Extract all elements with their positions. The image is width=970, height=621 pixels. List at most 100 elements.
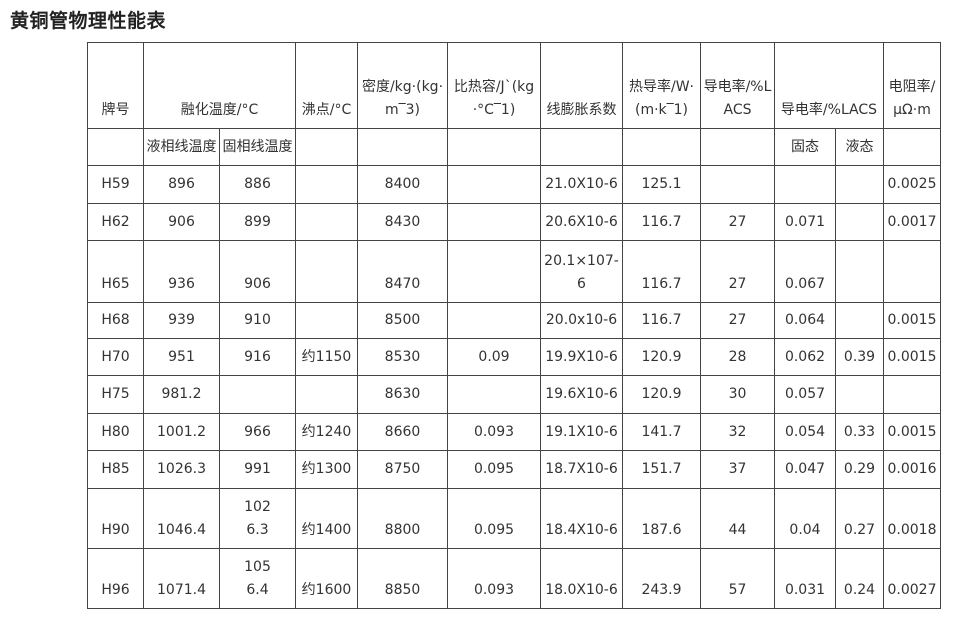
table-cell: 120.9 bbox=[622, 375, 701, 414]
table-row: H80 1001.2 966 约1240 8660 0.093 19.1X10-6 141.7… bbox=[87, 413, 941, 451]
table-cell: 8850 bbox=[357, 548, 448, 609]
table-cell: 19.6X10-6 bbox=[540, 375, 623, 414]
subheader-row: 液相线温度 固相线温度 固态 液态 bbox=[87, 128, 941, 166]
table-cell: 44 bbox=[700, 488, 775, 549]
table-cell: 18.4X10-6 bbox=[540, 488, 623, 549]
table-cell bbox=[295, 375, 358, 414]
table-cell bbox=[295, 165, 358, 204]
table-cell: 27 bbox=[700, 203, 775, 241]
table-cell: 1026.3 bbox=[219, 488, 296, 549]
table-cell: 125.1 bbox=[622, 165, 701, 204]
table-cell: 151.7 bbox=[622, 450, 701, 489]
table-cell: 141.7 bbox=[622, 413, 701, 451]
table-cell: 8400 bbox=[357, 165, 448, 204]
page-title: 黄铜管物理性能表 bbox=[10, 10, 167, 32]
subheader-cell bbox=[295, 128, 358, 166]
table-row: H75 981.2 8630 19.6X10-6 120.9 30 0.057 bbox=[87, 375, 941, 414]
subheader-cell bbox=[87, 128, 144, 166]
table-cell: 120.9 bbox=[622, 338, 701, 376]
table-cell bbox=[835, 203, 884, 241]
table-cell: 187.6 bbox=[622, 488, 701, 549]
table-cell bbox=[447, 375, 541, 414]
subheader-cell: 液态 bbox=[835, 128, 884, 166]
table-cell: 916 bbox=[219, 338, 296, 376]
table-cell: 约1240 bbox=[295, 413, 358, 451]
table-row: H96 1071.4 1056.4 约1600 8850 0.093 18.0X10-6 24… bbox=[87, 548, 941, 609]
table-cell: 0.071 bbox=[774, 203, 836, 241]
table-cell: 899 bbox=[219, 203, 296, 241]
table-cell: 0.27 bbox=[835, 488, 884, 549]
table-cell: 约1150 bbox=[295, 338, 358, 376]
table-cell: 28 bbox=[700, 338, 775, 376]
subheader-cell bbox=[622, 128, 701, 166]
table-cell: 1056.4 bbox=[219, 548, 296, 609]
table-cell: 981.2 bbox=[143, 375, 220, 414]
table-cell: 0.0015 bbox=[883, 302, 941, 339]
table-cell: 27 bbox=[700, 302, 775, 339]
table-cell bbox=[835, 240, 884, 303]
table-cell: 0.095 bbox=[447, 450, 541, 489]
subheader-cell bbox=[540, 128, 623, 166]
table-cell: 910 bbox=[219, 302, 296, 339]
table-cell: 0.39 bbox=[835, 338, 884, 376]
table-row: H68 939 910 8500 20.0x10-6 116.7 27 0.064 0.0015 bbox=[87, 302, 941, 339]
subheader-cell: 固态 bbox=[774, 128, 836, 166]
table-cell: 0.054 bbox=[774, 413, 836, 451]
header-cell: 热导率/W·(m·k‾1) bbox=[622, 42, 701, 129]
table-cell: 约1300 bbox=[295, 450, 358, 489]
table-cell: H90 bbox=[87, 488, 144, 549]
table-cell bbox=[883, 375, 941, 414]
table-cell bbox=[835, 302, 884, 339]
table-cell: 8630 bbox=[357, 375, 448, 414]
table-cell: H68 bbox=[87, 302, 144, 339]
table-cell bbox=[295, 302, 358, 339]
table-cell: 8470 bbox=[357, 240, 448, 303]
table-cell: 32 bbox=[700, 413, 775, 451]
table-cell bbox=[447, 203, 541, 241]
header-cell: 融化温度/°C bbox=[143, 42, 296, 129]
table-cell: 0.0018 bbox=[883, 488, 941, 549]
table-cell bbox=[447, 165, 541, 204]
table-cell: 116.7 bbox=[622, 240, 701, 303]
table-cell bbox=[295, 203, 358, 241]
table-cell: 1046.4 bbox=[143, 488, 220, 549]
table-cell: 116.7 bbox=[622, 302, 701, 339]
table-cell: 19.1X10-6 bbox=[540, 413, 623, 451]
table-cell: 0.093 bbox=[447, 413, 541, 451]
table-cell: 约1400 bbox=[295, 488, 358, 549]
table-cell: 0.057 bbox=[774, 375, 836, 414]
table-cell: 8800 bbox=[357, 488, 448, 549]
table-cell bbox=[835, 375, 884, 414]
table-cell: H75 bbox=[87, 375, 144, 414]
brass-tube-properties-table: 牌号 融化温度/°C 沸点/°C 密度/kg·(kg·m‾3) 比热容/J`(kg·°C… bbox=[87, 42, 941, 609]
table-cell: 0.29 bbox=[835, 450, 884, 489]
table-cell: 0.095 bbox=[447, 488, 541, 549]
table-cell: 8660 bbox=[357, 413, 448, 451]
table-cell: 0.24 bbox=[835, 548, 884, 609]
subheader-cell bbox=[883, 128, 941, 166]
table-cell: 19.9X10-6 bbox=[540, 338, 623, 376]
table-row: H70 951 916 约1150 8530 0.09 19.9X10-6 120.9 28 0.… bbox=[87, 338, 941, 376]
table-cell: 0.031 bbox=[774, 548, 836, 609]
table-cell: H59 bbox=[87, 165, 144, 204]
table-cell: 0.09 bbox=[447, 338, 541, 376]
table-cell: 0.0015 bbox=[883, 413, 941, 451]
subheader-cell: 液相线温度 bbox=[143, 128, 220, 166]
table-row: H65 936 906 8470 20.1×107-6 116.7 27 0.067 bbox=[87, 240, 941, 303]
header-cell: 沸点/°C bbox=[295, 42, 358, 129]
header-cell: 电阻率/μΩ·m bbox=[883, 42, 941, 129]
table-cell: 906 bbox=[143, 203, 220, 241]
table-cell: 30 bbox=[700, 375, 775, 414]
table-cell: 896 bbox=[143, 165, 220, 204]
table-cell: 18.7X10-6 bbox=[540, 450, 623, 489]
table-cell bbox=[295, 240, 358, 303]
table-cell: 939 bbox=[143, 302, 220, 339]
table-cell: 8430 bbox=[357, 203, 448, 241]
table-cell: 27 bbox=[700, 240, 775, 303]
table-cell bbox=[774, 165, 836, 204]
table-cell: 20.0x10-6 bbox=[540, 302, 623, 339]
table-cell: 0.0027 bbox=[883, 548, 941, 609]
table-cell: 966 bbox=[219, 413, 296, 451]
table-cell: 0.062 bbox=[774, 338, 836, 376]
subheader-cell: 固相线温度 bbox=[219, 128, 296, 166]
